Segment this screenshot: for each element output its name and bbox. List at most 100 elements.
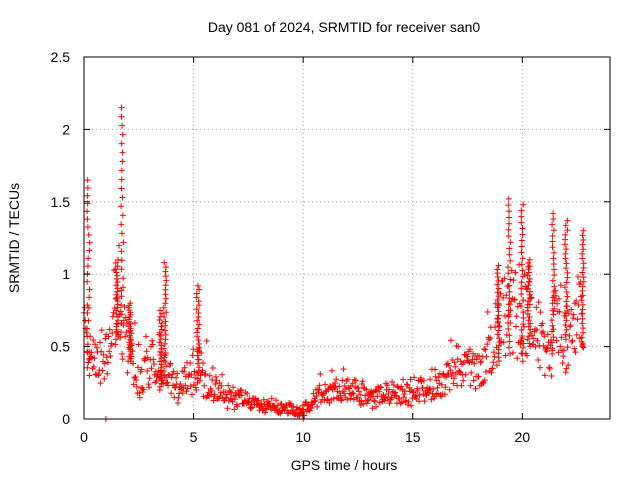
- data-point: [262, 409, 269, 416]
- data-point: [139, 384, 146, 391]
- data-point: [139, 389, 146, 396]
- data-point: [163, 309, 170, 316]
- data-point: [518, 279, 525, 286]
- data-point: [363, 386, 370, 393]
- data-point: [84, 208, 91, 215]
- data-point: [215, 385, 222, 392]
- data-point: [505, 202, 512, 209]
- data-point: [416, 398, 423, 405]
- data-point: [458, 382, 465, 389]
- data-point: [349, 380, 356, 387]
- data-point: [427, 376, 434, 383]
- data-point: [506, 245, 513, 252]
- data-point: [364, 397, 371, 404]
- data-point: [331, 384, 338, 391]
- data-point: [400, 394, 407, 401]
- data-point: [520, 315, 527, 322]
- data-point: [314, 386, 321, 393]
- data-point: [550, 216, 557, 223]
- data-point: [86, 372, 93, 379]
- data-point: [384, 382, 391, 389]
- data-point: [119, 122, 126, 129]
- data-point: [212, 373, 219, 380]
- x-tick-label: 15: [405, 429, 421, 445]
- data-point: [560, 353, 567, 360]
- data-point: [108, 340, 115, 347]
- data-point: [102, 335, 109, 342]
- data-point: [507, 257, 514, 264]
- data-point: [195, 356, 202, 363]
- data-point: [338, 397, 345, 404]
- data-point: [551, 272, 558, 279]
- data-point: [482, 368, 489, 375]
- data-point: [490, 349, 497, 356]
- data-point: [549, 277, 556, 284]
- data-point: [570, 315, 577, 322]
- data-point: [387, 397, 394, 404]
- data-point: [442, 384, 449, 391]
- data-point: [196, 364, 203, 371]
- data-point: [273, 397, 280, 404]
- data-point: [549, 244, 556, 251]
- data-point: [188, 371, 195, 378]
- data-point: [473, 356, 480, 363]
- data-point: [187, 359, 194, 366]
- data-point: [536, 364, 543, 371]
- data-point: [157, 348, 164, 355]
- data-point: [172, 384, 179, 391]
- data-point: [86, 239, 93, 246]
- data-point: [231, 396, 238, 403]
- data-point: [549, 294, 556, 301]
- data-point: [539, 320, 546, 327]
- data-point: [162, 331, 169, 338]
- data-point: [194, 317, 201, 324]
- data-point: [170, 368, 177, 375]
- data-point: [550, 333, 557, 340]
- data-point: [119, 194, 126, 201]
- data-point: [505, 195, 512, 202]
- data-point: [541, 333, 548, 340]
- data-point: [405, 398, 412, 405]
- data-point: [120, 239, 127, 246]
- data-point: [392, 389, 399, 396]
- data-point: [385, 386, 392, 393]
- data-point: [519, 255, 526, 262]
- data-point: [136, 394, 143, 401]
- data-point: [324, 396, 331, 403]
- data-point: [195, 298, 202, 305]
- data-point: [549, 345, 556, 352]
- data-point: [392, 392, 399, 399]
- data-point: [389, 378, 396, 385]
- data-point: [563, 326, 570, 333]
- data-point: [490, 359, 497, 366]
- data-point: [195, 372, 202, 379]
- data-point: [460, 359, 467, 366]
- data-point: [136, 389, 143, 396]
- data-point: [363, 400, 370, 407]
- data-point: [562, 331, 569, 338]
- data-point: [157, 332, 164, 339]
- data-point: [255, 397, 262, 404]
- data-point: [162, 300, 169, 307]
- data-point: [560, 347, 567, 354]
- data-point: [189, 391, 196, 398]
- data-point: [525, 333, 532, 340]
- data-point: [518, 326, 525, 333]
- y-tick-label: 0: [62, 411, 70, 427]
- data-point: [118, 293, 125, 300]
- data-point: [568, 338, 575, 345]
- data-point: [410, 389, 417, 396]
- data-point: [512, 269, 519, 276]
- data-point: [355, 388, 362, 395]
- data-point: [230, 384, 237, 391]
- data-point: [432, 366, 439, 373]
- data-point: [133, 383, 140, 390]
- data-point: [579, 343, 586, 350]
- data-point: [196, 286, 203, 293]
- data-point: [543, 344, 550, 351]
- y-tick-label: 2: [62, 121, 70, 137]
- data-point: [157, 307, 164, 314]
- data-point: [573, 298, 580, 305]
- data-point: [118, 185, 125, 192]
- data-point: [526, 301, 533, 308]
